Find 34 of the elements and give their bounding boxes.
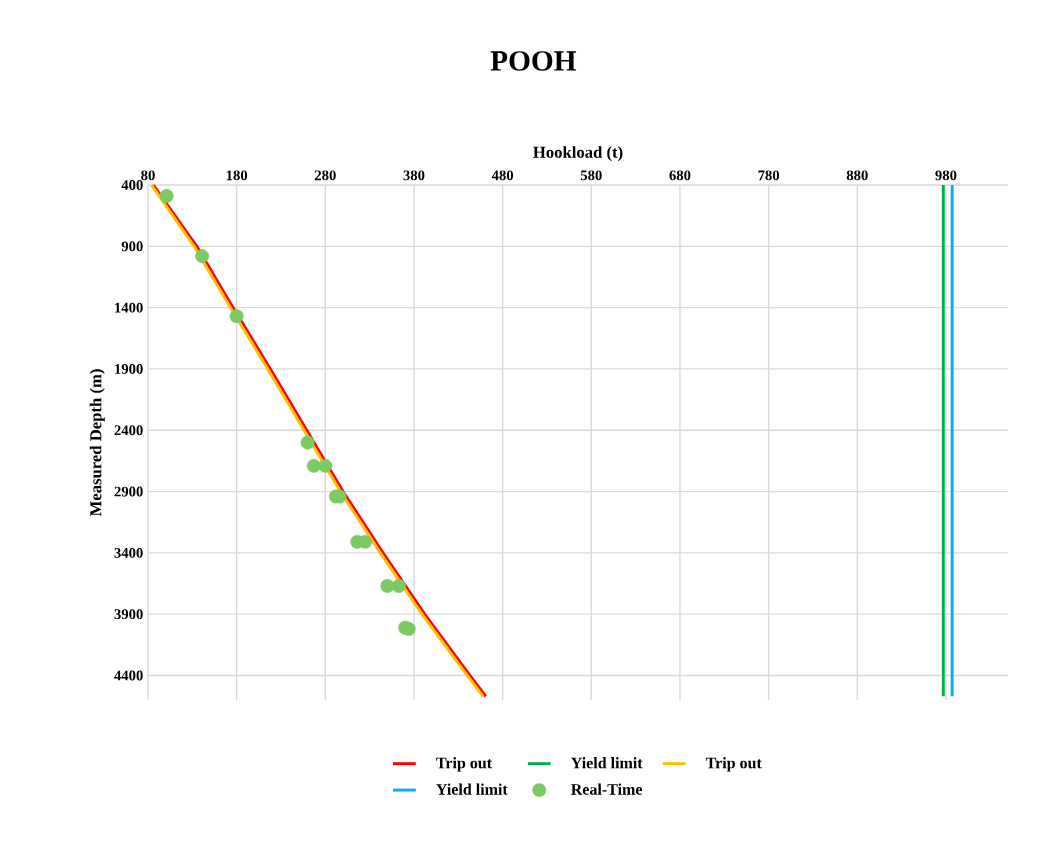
x-axis-title: Hookload (t) bbox=[533, 146, 623, 162]
x-tick-label: 80 bbox=[141, 170, 155, 181]
y-tick-label: 3400 bbox=[114, 547, 143, 558]
y-tick-label: 3900 bbox=[114, 609, 143, 620]
point bbox=[159, 189, 174, 203]
point bbox=[391, 579, 406, 593]
x-tick-label: 680 bbox=[669, 170, 691, 181]
x-tick-label: 880 bbox=[846, 170, 868, 181]
point bbox=[195, 249, 210, 264]
point bbox=[229, 309, 244, 324]
legend-label: Real-Time bbox=[571, 783, 643, 795]
x-tick-label: 780 bbox=[758, 170, 780, 181]
y-axis-title: Measured Depth (m) bbox=[89, 369, 105, 517]
y-tick-label: 4400 bbox=[114, 670, 143, 681]
point bbox=[380, 579, 395, 593]
point bbox=[300, 435, 315, 450]
x-tick-label: 480 bbox=[491, 170, 514, 181]
y-tick-label: 400 bbox=[121, 180, 143, 190]
legend-label: Yield limit bbox=[571, 757, 643, 769]
legend-label: Trip out bbox=[705, 757, 762, 772]
x-tick-label: 380 bbox=[403, 170, 425, 181]
legend-label: Yield limit bbox=[436, 783, 508, 795]
x-tick-label: 980 bbox=[935, 170, 957, 181]
x-tick-label: 180 bbox=[226, 170, 248, 181]
y-tick-label: 1900 bbox=[115, 363, 143, 374]
y-tick-label: 1400 bbox=[115, 302, 143, 313]
y-tick-label: 900 bbox=[121, 241, 143, 252]
point bbox=[318, 458, 333, 473]
y-tick-label: 2900 bbox=[114, 486, 143, 497]
y-tick-label: 2400 bbox=[114, 425, 143, 436]
legend-label: Trip out bbox=[436, 757, 492, 772]
x-tick-label: 580 bbox=[580, 170, 602, 181]
chart-title: POOH bbox=[490, 51, 577, 71]
x-tick-label: 280 bbox=[314, 170, 336, 181]
